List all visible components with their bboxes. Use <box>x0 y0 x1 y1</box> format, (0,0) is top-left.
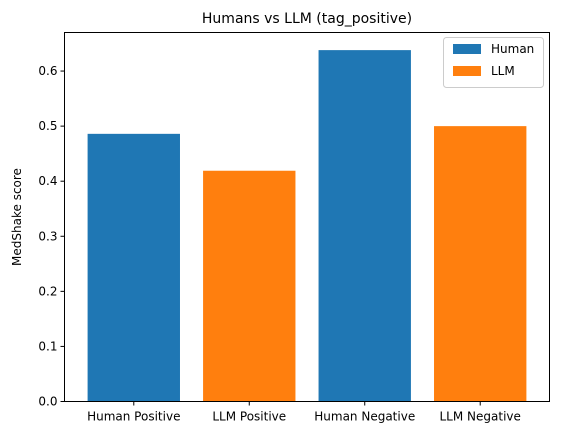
legend-label-human: Human <box>491 42 534 56</box>
plot-frame <box>64 32 550 402</box>
bar-llm-positive <box>203 170 296 402</box>
x-tick-label: Human Positive <box>87 410 180 424</box>
y-tick-label: 0.5 <box>38 119 57 133</box>
x-tick-label: LLM Positive <box>212 410 286 424</box>
bar-human-positive <box>87 133 180 402</box>
legend-label-llm: LLM <box>491 64 515 78</box>
x-axis: Human Positive LLM Positive Human Negative… <box>87 401 521 424</box>
bar-human-negative <box>318 50 411 402</box>
y-tick-label: 0.0 <box>38 395 57 409</box>
x-tick-label: Human Negative <box>314 410 415 424</box>
y-tick-label: 0.2 <box>38 284 57 298</box>
chart-title: Humans vs LLM (tag_positive) <box>202 11 412 27</box>
y-tick-label: 0.3 <box>38 229 57 243</box>
y-tick-label: 0.6 <box>38 64 57 78</box>
y-axis-label: MedShake score <box>10 168 24 266</box>
legend: Human LLM <box>443 37 544 88</box>
legend-swatch-human <box>453 44 481 54</box>
y-tick-label: 0.4 <box>38 174 57 188</box>
legend-swatch-llm <box>453 66 481 76</box>
x-tick-label: LLM Negative <box>440 410 521 424</box>
bar-llm-negative <box>434 126 527 402</box>
y-tick-label: 0.1 <box>38 339 57 353</box>
y-axis: 0.0 0.1 0.2 0.3 0.4 0.5 0.6 <box>38 64 65 409</box>
bars-group <box>87 50 527 402</box>
